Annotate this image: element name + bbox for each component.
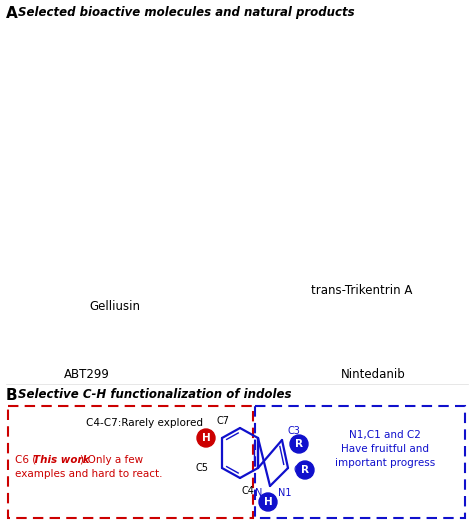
Circle shape <box>259 493 277 511</box>
Text: R: R <box>301 465 309 475</box>
Text: C2: C2 <box>294 465 307 475</box>
Text: C3: C3 <box>288 426 301 436</box>
Text: N1: N1 <box>278 488 292 498</box>
Text: ABT299: ABT299 <box>64 368 110 381</box>
Text: N1,C1 and C2: N1,C1 and C2 <box>349 430 421 440</box>
Text: examples and hard to react.: examples and hard to react. <box>15 469 163 479</box>
Text: R: R <box>295 439 303 449</box>
Text: Gelliusin: Gelliusin <box>90 300 140 313</box>
Text: Selective C-H functionalization of indoles: Selective C-H functionalization of indol… <box>18 388 292 401</box>
Text: A: A <box>6 6 18 21</box>
Circle shape <box>197 429 215 447</box>
Text: ):Only a few: ):Only a few <box>80 455 143 465</box>
Text: B: B <box>6 388 18 403</box>
Text: trans-Trikentrin A: trans-Trikentrin A <box>311 284 413 297</box>
Text: C5: C5 <box>196 463 209 473</box>
Text: This work: This work <box>33 455 90 465</box>
Text: N: N <box>255 488 262 498</box>
Text: Nintedanib: Nintedanib <box>341 368 405 381</box>
Text: C6 (: C6 ( <box>15 455 36 465</box>
Circle shape <box>290 435 308 453</box>
Text: C4: C4 <box>242 486 255 496</box>
Text: Have fruitful and: Have fruitful and <box>341 444 429 454</box>
Text: important progress: important progress <box>335 458 435 468</box>
Circle shape <box>296 461 314 479</box>
Text: Selected bioactive molecules and natural products: Selected bioactive molecules and natural… <box>18 6 355 19</box>
Text: H: H <box>201 433 210 443</box>
Text: H: H <box>264 497 273 507</box>
Text: C4-C7:Rarely explored: C4-C7:Rarely explored <box>86 418 203 428</box>
Text: C7: C7 <box>217 416 230 426</box>
